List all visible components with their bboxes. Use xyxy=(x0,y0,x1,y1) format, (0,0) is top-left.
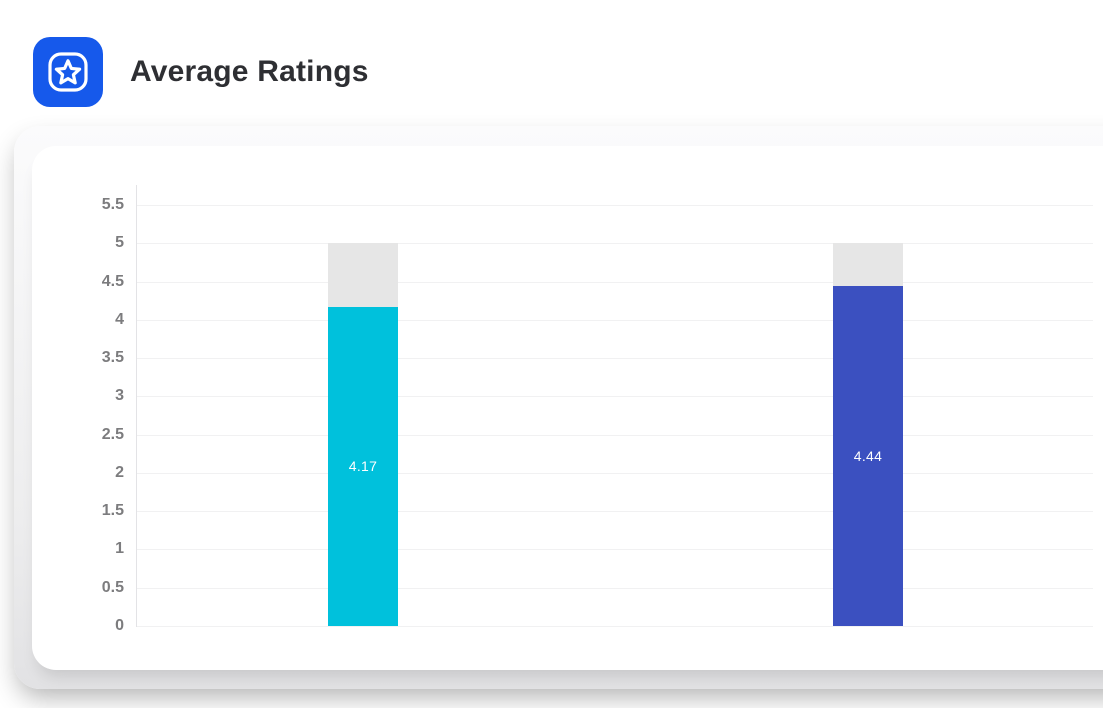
y-axis-tick-label: 2.5 xyxy=(101,425,124,443)
gridline xyxy=(137,587,1093,589)
gridline xyxy=(137,549,1093,551)
gridline xyxy=(137,434,1093,436)
widget-header: Average Ratings xyxy=(33,37,369,107)
gridline xyxy=(137,205,1093,206)
average-ratings-bar-chart: 5.5 5 4.5 4 3.5 3 2.5 2 1.5 1 0.5 0 4.17 4.44 xyxy=(32,146,1103,670)
y-axis-tick-label: 4.5 xyxy=(101,272,124,290)
y-axis-tick-label: 2 xyxy=(115,463,124,481)
y-axis-tick-label: 1.5 xyxy=(101,502,124,520)
gridline xyxy=(137,511,1093,513)
y-axis-tick-label: 5.5 xyxy=(101,196,124,213)
page-title: Average Ratings xyxy=(130,55,369,88)
star-badge-icon-svg xyxy=(33,37,103,107)
gridline xyxy=(137,472,1093,474)
rating-bar[interactable]: 4.17 xyxy=(328,306,398,626)
gridline xyxy=(137,281,1093,283)
gridline xyxy=(137,358,1093,360)
y-axis-line xyxy=(136,185,137,627)
gridline xyxy=(137,319,1093,321)
gridline xyxy=(137,243,1093,245)
bar-value-label: 4.44 xyxy=(853,448,883,465)
y-axis-tick-label: 4 xyxy=(115,310,124,328)
y-axis-tick-label: 0.5 xyxy=(101,578,124,596)
gridline xyxy=(137,626,1093,627)
y-axis-tick-label: 3.5 xyxy=(101,349,124,367)
y-axis-tick-label: 5 xyxy=(115,234,124,252)
gridline xyxy=(137,396,1093,398)
bar-value-label: 4.17 xyxy=(348,458,378,475)
chart-card: 5.5 5 4.5 4 3.5 3 2.5 2 1.5 1 0.5 0 4.17 4.44 xyxy=(32,146,1103,670)
y-axis-tick-label: 1 xyxy=(115,540,124,558)
y-axis-tick-label: 0 xyxy=(115,617,124,634)
rating-bar[interactable]: 4.44 xyxy=(833,286,903,626)
y-axis-tick-label: 3 xyxy=(115,387,124,405)
star-badge-icon xyxy=(33,37,103,107)
